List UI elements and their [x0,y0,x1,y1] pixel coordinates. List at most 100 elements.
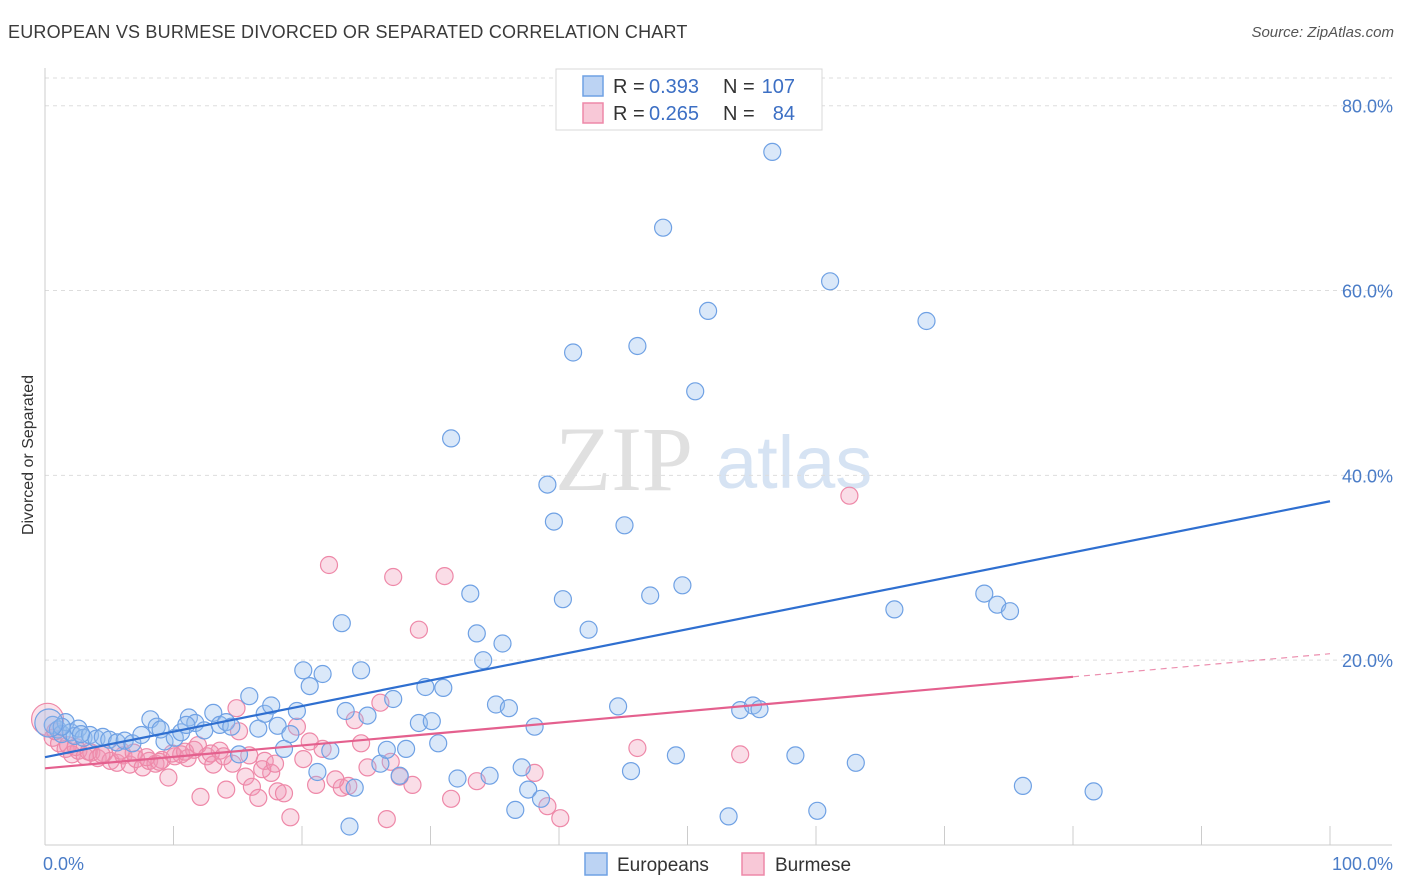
point-europeans [846,753,865,772]
point-europeans [544,512,564,531]
legend-bottom-swatch-europeans [584,852,608,876]
point-europeans [268,716,287,735]
point-burmese [281,808,300,827]
point-europeans [499,699,518,718]
y-tick-label: 60.0% [1342,282,1393,302]
point-burmese [442,789,461,808]
point-europeans [480,766,499,785]
point-europeans [358,706,377,725]
point-europeans [1000,602,1020,621]
point-burmese [236,767,255,786]
point-europeans [808,801,827,820]
point-europeans [917,311,936,331]
point-europeans [621,761,641,781]
point-burmese [262,763,281,783]
point-europeans [786,746,805,765]
point-burmese [227,699,246,718]
point-burmese [352,734,371,753]
legend-n-label-burmese: N = [723,103,755,125]
point-europeans [512,758,531,777]
point-europeans [579,620,598,639]
y-tick-label: 40.0% [1342,466,1393,486]
point-europeans [390,766,409,785]
point-europeans [240,687,259,706]
point-europeans [820,272,840,291]
point-burmese [287,717,306,736]
point-europeans [429,734,448,753]
point-europeans [1013,776,1033,796]
point-burmese [217,780,236,799]
legend-r-value-burmese: 0.265 [649,103,699,125]
point-burmese [268,782,287,801]
point-europeans [434,678,453,698]
point-burmese [538,797,557,816]
series-europeans-points [34,142,1103,836]
point-burmese [326,770,345,789]
point-europeans [653,218,673,237]
legend-swatch-europeans [582,75,604,97]
point-europeans-large [34,708,64,738]
point-europeans [336,701,355,721]
point-europeans [308,762,327,782]
point-burmese [249,788,268,808]
point-europeans [975,584,994,603]
point-europeans [538,475,557,494]
point-burmese [191,787,210,807]
point-burmese [265,754,285,773]
trend-line-burmese-extension [1072,653,1331,678]
y-tick-label: 20.0% [1342,651,1393,671]
point-europeans [132,725,151,745]
point-europeans [519,780,538,799]
trend-lines [44,500,1331,770]
point-europeans [686,382,705,401]
tick-labels: 20.0% 40.0% 60.0% 80.0% 0.0% 100.0% [43,97,1393,874]
legend-bottom-label-europeans: Europeans [617,855,709,876]
point-europeans [1084,782,1103,801]
legend-r-label-burmese: R = [613,103,645,125]
point-europeans [384,689,403,709]
axes [44,68,1392,846]
point-europeans [673,576,692,595]
point-burmese [319,555,339,575]
point-europeans [615,516,634,535]
point-europeans [229,745,249,764]
legend-swatch-burmese [582,102,604,124]
point-burmese [300,732,319,751]
point-burmese [384,567,403,587]
x-tick-label-max: 100.0% [1332,854,1393,874]
point-burmese [294,749,313,769]
chart-source: Source: ZipAtlas.com [1251,24,1394,41]
point-europeans [474,651,493,670]
point-europeans [698,301,718,320]
point-europeans [340,817,359,836]
point-europeans [448,769,467,788]
point-europeans [332,614,351,633]
series-burmese-points [30,486,859,829]
trend-line-europeans [44,500,1331,759]
legend-bottom: Europeans Burmese [584,852,851,876]
point-burmese [159,768,178,787]
watermark-atlas: atlas [716,421,872,504]
legend-bottom-label-burmese: Burmese [775,855,851,876]
point-burmese [403,775,422,795]
point-europeans [628,336,647,356]
point-burmese [731,745,750,764]
point-europeans [666,746,686,765]
point-europeans [300,676,319,696]
point-europeans [525,717,544,736]
legend-top: R = 0.393 N = 107 R = 0.265 N = 84 [555,68,823,131]
legend-r-label-europeans: R = [613,76,645,98]
point-europeans [377,740,396,759]
legend-r-value-europeans: 0.393 [649,76,699,98]
legend-n-value-burmese: 84 [773,103,795,125]
point-europeans [442,429,461,448]
x-tick-label-min: 0.0% [43,854,84,874]
point-europeans [608,697,628,716]
point-europeans [531,789,551,808]
point-burmese [551,809,570,828]
legend-n-value-europeans: 107 [762,76,795,98]
legend-n-label-europeans: N = [723,76,755,98]
point-burmese [435,566,454,586]
point-europeans [71,724,91,744]
point-europeans [885,600,904,619]
